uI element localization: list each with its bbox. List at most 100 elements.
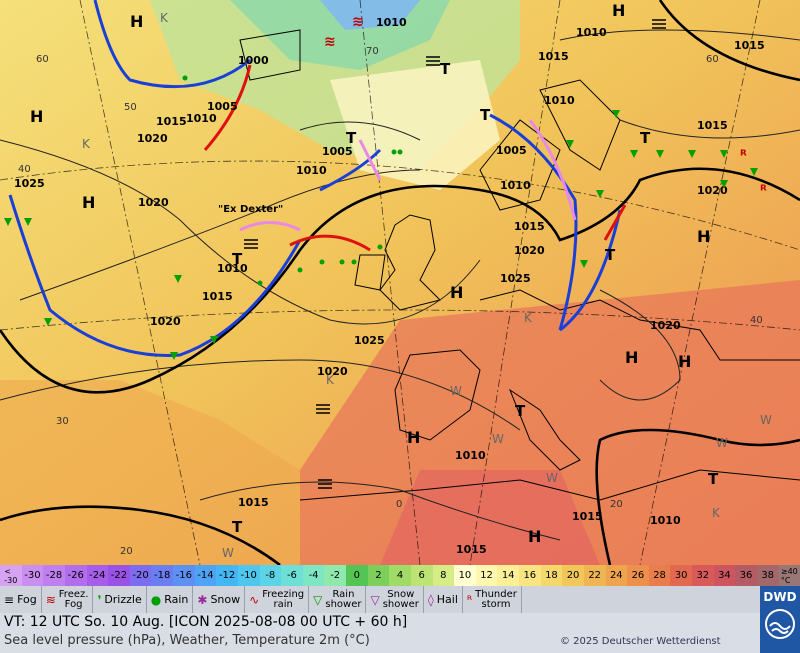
legend-label: Hail xyxy=(436,593,458,606)
weather-map: H H H H H H H H H H T T T T T T T T T 10… xyxy=(0,0,800,565)
svg-text:60: 60 xyxy=(36,54,49,65)
legend-snow: ✱ Snow xyxy=(193,586,246,613)
svg-text:1020: 1020 xyxy=(137,132,168,145)
svg-text:T: T xyxy=(640,129,651,147)
scale-cell: -4 xyxy=(302,565,325,586)
legend-drizzle: ❜ Drizzle xyxy=(93,586,147,613)
legend-label: Thunder storm xyxy=(475,588,517,610)
scale-cell: < -30 xyxy=(0,565,22,586)
legend-snow-shower: ▽ Snow shower xyxy=(366,586,424,613)
copyright: © 2025 Deutscher Wetterdienst xyxy=(560,636,721,647)
svg-text:H: H xyxy=(130,12,143,31)
scale-cell: 24 xyxy=(605,565,628,586)
scale-cell: -8 xyxy=(259,565,282,586)
svg-text:T: T xyxy=(232,518,243,536)
svg-text:T: T xyxy=(480,106,491,124)
svg-text:1025: 1025 xyxy=(500,272,531,285)
scale-cell: 26 xyxy=(627,565,649,586)
svg-text:1015: 1015 xyxy=(514,220,545,233)
svg-text:0: 0 xyxy=(396,499,402,510)
svg-text:20: 20 xyxy=(120,546,133,557)
map-description: Sea level pressure (hPa), Weather, Tempe… xyxy=(4,633,370,648)
scale-cell: 2 xyxy=(367,565,390,586)
svg-text:T: T xyxy=(605,246,616,264)
scale-cell: 10 xyxy=(454,565,476,586)
temperature-contour-labels: 60 50 40 30 20 70 40 20 0 60 xyxy=(18,46,763,557)
svg-text:W: W xyxy=(222,546,234,560)
hail-icon: ◊ xyxy=(427,592,434,607)
legend-rain: ● Rain xyxy=(147,586,194,613)
legend-label: Freez. Fog xyxy=(58,588,89,610)
svg-text:T: T xyxy=(515,402,526,420)
svg-text:H: H xyxy=(407,428,420,447)
scale-cell: -6 xyxy=(281,565,303,586)
scale-cell: 36 xyxy=(735,565,757,586)
svg-text:1020: 1020 xyxy=(650,319,681,332)
legend-label: Snow xyxy=(210,593,241,606)
svg-text:1020: 1020 xyxy=(697,184,728,197)
scale-cell: -2 xyxy=(324,565,346,586)
weather-legend: ≡ Fog ≋ Freez. Fog ❜ Drizzle ● Rain ✱ Snow ∿ Freezi… xyxy=(0,586,760,613)
svg-text:K: K xyxy=(712,506,721,520)
rain-icon: ● xyxy=(150,592,162,607)
scale-cell: 0 xyxy=(346,565,368,586)
snow-shower-icon: ▽ xyxy=(370,592,380,607)
rain-shower-icon: ▽ xyxy=(313,592,323,607)
scale-cell: 32 xyxy=(692,565,714,586)
legend-hail: ◊ Hail xyxy=(424,586,463,613)
scale-cell: 38 xyxy=(756,565,779,586)
svg-text:1005: 1005 xyxy=(322,145,353,158)
svg-text:1015: 1015 xyxy=(572,510,603,523)
legend-label: Freezing rain xyxy=(262,588,305,610)
scale-cell: ≥40 °C xyxy=(778,565,800,586)
scale-cell: 20 xyxy=(562,565,584,586)
svg-text:W: W xyxy=(546,471,558,485)
scale-cell: -12 xyxy=(216,565,238,586)
svg-text:T: T xyxy=(440,60,451,78)
svg-text:1025: 1025 xyxy=(14,177,45,190)
legend-freezing-fog: ≋ Freez. Fog xyxy=(42,586,94,613)
svg-text:1015: 1015 xyxy=(202,290,233,303)
svg-text:1010: 1010 xyxy=(296,164,327,177)
legend-label: Drizzle xyxy=(104,593,142,606)
temperature-scale: < -30 -30 -28 -26 -24 -22 -20 -18 -16 -14 -12 -10 -8… xyxy=(0,565,800,586)
scale-cell: -16 xyxy=(173,565,195,586)
svg-text:H: H xyxy=(678,352,691,371)
scale-cell: -18 xyxy=(151,565,173,586)
scale-cell: -28 xyxy=(43,565,65,586)
scale-cell: -20 xyxy=(129,565,152,586)
svg-text:1010: 1010 xyxy=(217,262,248,275)
scale-cell: 34 xyxy=(713,565,736,586)
legend-rain-shower: ▽ Rain shower xyxy=(309,586,367,613)
svg-text:1015: 1015 xyxy=(538,50,569,63)
svg-text:W: W xyxy=(716,436,728,450)
svg-text:1015: 1015 xyxy=(238,496,269,509)
freezing-rain-icon: ∿ xyxy=(249,592,260,607)
coastlines xyxy=(239,29,800,501)
svg-text:1010: 1010 xyxy=(376,16,407,29)
svg-text:H: H xyxy=(82,193,95,212)
svg-text:T: T xyxy=(346,129,357,147)
legend-freezing-rain: ∿ Freezing rain xyxy=(245,586,310,613)
svg-text:T: T xyxy=(708,470,719,488)
svg-text:1020: 1020 xyxy=(138,196,169,209)
valid-time: VT: 12 UTC So. 10 Aug. [ICON 2025-08-08 … xyxy=(4,614,408,630)
legend-panel: < -30 -30 -28 -26 -24 -22 -20 -18 -16 -14 -12 -10 -8… xyxy=(0,565,800,653)
svg-text:1025: 1025 xyxy=(354,334,385,347)
fog-icon: ≡ xyxy=(4,592,15,607)
scale-cell: 12 xyxy=(475,565,498,586)
svg-text:K: K xyxy=(326,373,335,387)
freezing-fog-icon: ≋ xyxy=(45,592,56,607)
svg-text:1000: 1000 xyxy=(238,54,269,67)
thunderstorm-icon: ᴿ xyxy=(466,592,473,607)
svg-text:≋: ≋ xyxy=(324,34,336,50)
scale-cell: -22 xyxy=(108,565,130,586)
scale-cell: 16 xyxy=(519,565,541,586)
scale-cell: 22 xyxy=(583,565,606,586)
svg-text:1010: 1010 xyxy=(544,94,575,107)
scale-cell: -14 xyxy=(194,565,217,586)
svg-text:1010: 1010 xyxy=(455,449,486,462)
legend-thunderstorm: ᴿ Thunder storm xyxy=(463,586,522,613)
high-pressure-labels: H H H H H H H H H H xyxy=(30,1,710,546)
svg-text:1020: 1020 xyxy=(317,365,348,378)
